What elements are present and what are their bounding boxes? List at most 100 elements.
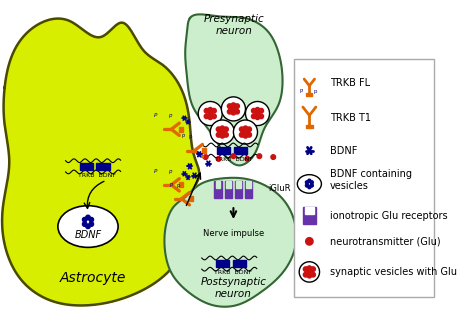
Circle shape <box>239 133 244 137</box>
Circle shape <box>307 270 312 274</box>
Circle shape <box>255 108 260 112</box>
Text: P: P <box>299 89 302 94</box>
Bar <box>306 125 313 128</box>
Text: Astrocyte: Astrocyte <box>59 271 126 285</box>
Circle shape <box>307 266 312 271</box>
Bar <box>179 182 183 187</box>
Circle shape <box>271 155 275 159</box>
Text: BDNF containing
vesicles: BDNF containing vesicles <box>330 169 412 191</box>
Circle shape <box>212 114 216 118</box>
Ellipse shape <box>297 175 321 193</box>
Text: P: P <box>182 134 185 139</box>
Circle shape <box>235 109 239 114</box>
Circle shape <box>243 133 248 138</box>
Circle shape <box>220 133 225 138</box>
Bar <box>246 181 251 188</box>
Circle shape <box>311 272 315 277</box>
Bar <box>216 181 220 188</box>
Text: neurotransmitter (Glu): neurotransmitter (Glu) <box>330 236 440 247</box>
Ellipse shape <box>58 206 118 248</box>
Circle shape <box>210 120 234 144</box>
Text: p: p <box>168 113 171 118</box>
Circle shape <box>208 108 212 112</box>
Text: ionotropic Glu receptors: ionotropic Glu receptors <box>330 211 447 221</box>
Circle shape <box>306 238 313 245</box>
Bar <box>202 148 206 153</box>
Bar <box>96 163 110 170</box>
Bar <box>225 181 232 198</box>
Circle shape <box>86 224 90 229</box>
Text: iGluR: iGluR <box>269 184 291 193</box>
Bar <box>190 196 193 201</box>
Text: P: P <box>154 169 157 174</box>
Bar <box>303 207 316 224</box>
Text: BDNF: BDNF <box>330 146 357 155</box>
Circle shape <box>221 97 246 121</box>
Circle shape <box>216 127 221 132</box>
Text: TRKB  BDNF: TRKB BDNF <box>215 157 253 162</box>
FancyBboxPatch shape <box>293 59 434 297</box>
Text: P: P <box>170 183 173 188</box>
Text: synaptic vesicles with Glu: synaptic vesicles with Glu <box>330 267 457 277</box>
Circle shape <box>252 109 256 113</box>
Polygon shape <box>185 15 283 165</box>
Bar <box>217 147 230 154</box>
Circle shape <box>82 222 87 226</box>
Text: TRKB FL: TRKB FL <box>330 78 370 88</box>
Circle shape <box>252 114 256 118</box>
Text: BDNF: BDNF <box>74 230 101 240</box>
Bar <box>216 260 229 267</box>
Circle shape <box>308 179 311 182</box>
Circle shape <box>89 217 93 222</box>
Circle shape <box>204 114 209 118</box>
Bar <box>179 127 183 132</box>
Text: Presynaptic
neuron: Presynaptic neuron <box>204 14 264 36</box>
Text: TRKB  BDNF: TRKB BDNF <box>214 270 253 275</box>
Circle shape <box>231 154 236 158</box>
Circle shape <box>299 262 319 282</box>
Circle shape <box>259 114 264 118</box>
Circle shape <box>245 157 250 161</box>
Circle shape <box>212 109 216 113</box>
Circle shape <box>220 130 225 134</box>
Circle shape <box>239 127 244 132</box>
Circle shape <box>224 127 228 132</box>
Circle shape <box>220 126 225 131</box>
Circle shape <box>216 133 221 137</box>
Circle shape <box>224 133 228 137</box>
Circle shape <box>243 130 248 134</box>
Circle shape <box>86 215 90 220</box>
Bar <box>234 147 247 154</box>
Bar <box>226 181 231 188</box>
Circle shape <box>89 222 93 226</box>
Bar <box>235 181 242 198</box>
Circle shape <box>303 267 308 272</box>
Circle shape <box>233 120 257 144</box>
Text: Postsynaptic
neuron: Postsynaptic neuron <box>201 277 266 299</box>
Circle shape <box>255 111 260 116</box>
Bar <box>245 181 252 198</box>
Text: p: p <box>168 169 171 174</box>
Circle shape <box>257 154 262 158</box>
Circle shape <box>311 267 315 272</box>
Circle shape <box>231 107 236 111</box>
Text: p: p <box>177 183 181 188</box>
Circle shape <box>243 126 248 131</box>
Circle shape <box>208 111 212 116</box>
Circle shape <box>303 272 308 277</box>
Bar <box>306 93 312 96</box>
Circle shape <box>203 155 208 159</box>
Bar <box>305 207 314 214</box>
Circle shape <box>305 181 309 184</box>
Circle shape <box>247 133 252 137</box>
Circle shape <box>228 104 232 109</box>
Bar <box>236 181 241 188</box>
Circle shape <box>235 104 239 109</box>
Circle shape <box>231 110 236 115</box>
Circle shape <box>310 181 313 184</box>
Text: p: p <box>313 89 317 94</box>
Circle shape <box>307 273 312 278</box>
Circle shape <box>82 217 87 222</box>
Text: TRKB T1: TRKB T1 <box>330 113 371 123</box>
Text: TRKB  BDNF: TRKB BDNF <box>78 173 116 178</box>
